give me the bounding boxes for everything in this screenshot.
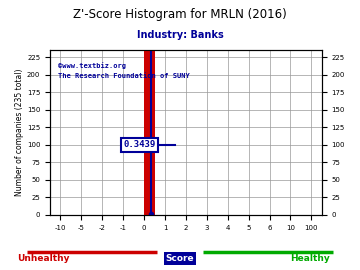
Text: The Research Foundation of SUNY: The Research Foundation of SUNY — [58, 73, 190, 79]
Y-axis label: Number of companies (235 total): Number of companies (235 total) — [15, 69, 24, 196]
Text: Z'-Score Histogram for MRLN (2016): Z'-Score Histogram for MRLN (2016) — [73, 8, 287, 21]
Text: ©www.textbiz.org: ©www.textbiz.org — [58, 62, 126, 69]
Text: 0.3439: 0.3439 — [123, 140, 156, 149]
Text: Healthy: Healthy — [290, 254, 329, 263]
Text: Industry: Banks: Industry: Banks — [137, 30, 223, 40]
Bar — [144, 50, 154, 215]
Text: Score: Score — [166, 254, 194, 263]
Text: Unhealthy: Unhealthy — [17, 254, 69, 263]
